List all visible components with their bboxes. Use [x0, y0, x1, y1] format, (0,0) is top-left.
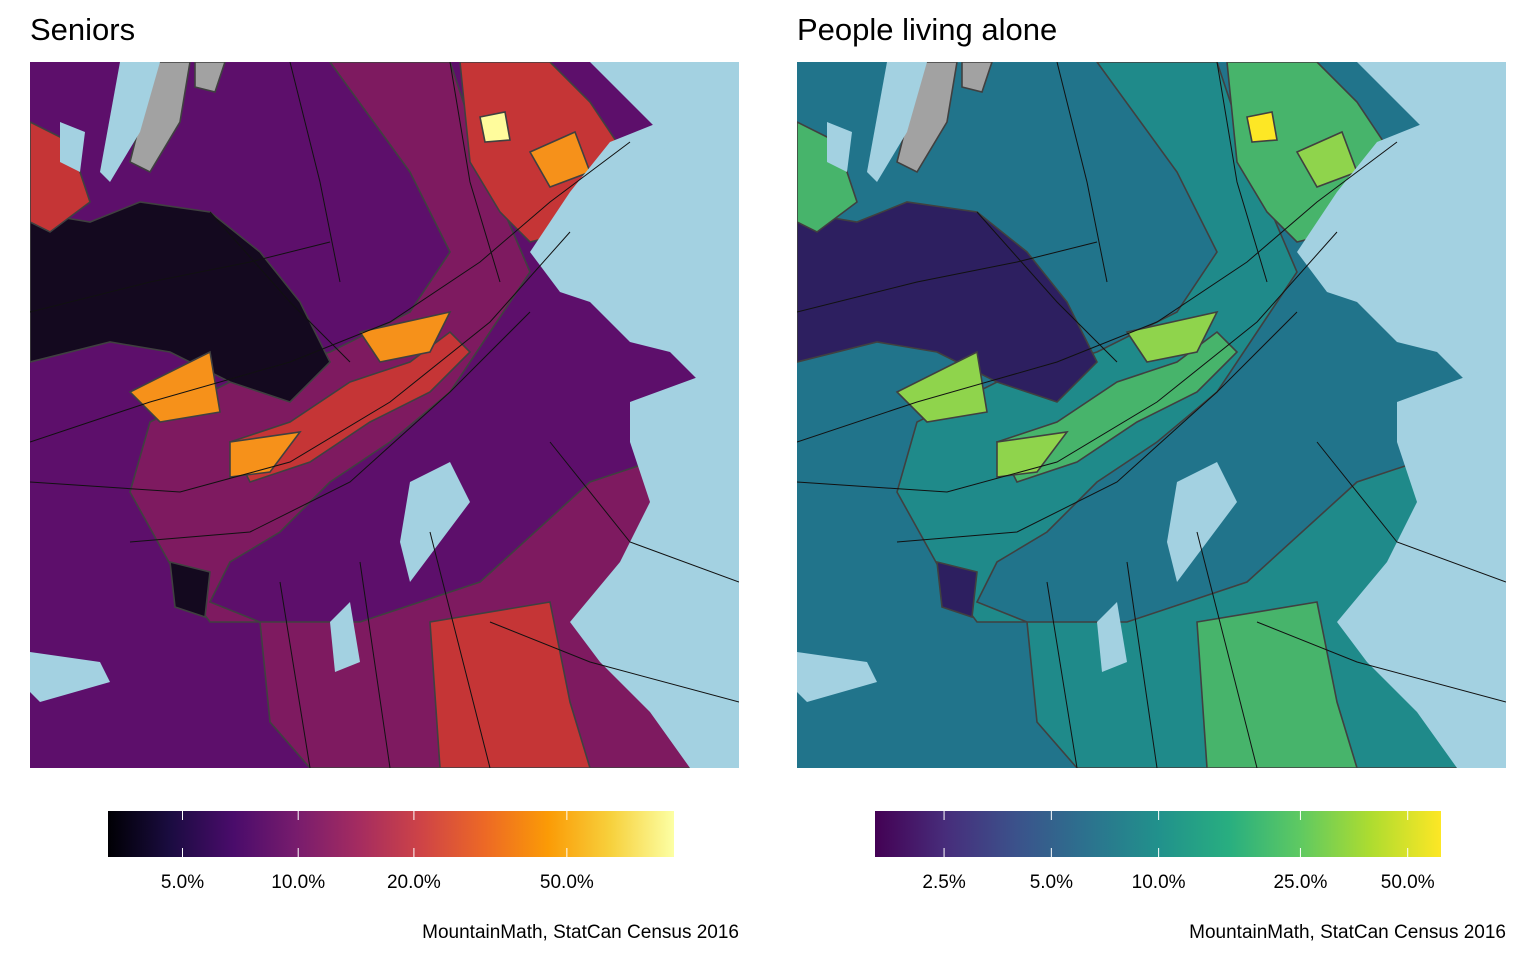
water-northwest	[100, 62, 160, 182]
region-grey-small	[961, 62, 993, 93]
water-east-coast	[570, 362, 739, 768]
legend-tick-label: 2.5%	[922, 872, 966, 893]
road-3	[1046, 581, 1078, 768]
water-lake-west	[60, 122, 85, 172]
region-dark	[30, 201, 331, 403]
living-alone-map	[797, 62, 1506, 768]
road-9	[449, 62, 501, 283]
seniors-panel: Seniors 5.0% 10.0% 20.0% 50.0% MountainMath…	[30, 0, 770, 960]
water-lake-west	[827, 122, 852, 172]
colorbar-fill	[875, 811, 1441, 857]
map-title: Seniors	[30, 12, 136, 47]
road-9	[1216, 62, 1268, 283]
road-3	[279, 581, 311, 768]
road-6	[976, 211, 1118, 363]
water-east	[1357, 62, 1506, 392]
region-dark-small	[169, 560, 211, 619]
region-grey-small	[194, 62, 226, 93]
map-title: People living alone	[797, 12, 1058, 47]
legend-tick-label: 50.0%	[539, 872, 594, 893]
road-10	[1316, 441, 1506, 583]
road-0	[30, 141, 631, 443]
region-orange-mid	[1125, 310, 1219, 363]
seniors-legend-labels: 5.0% 10.0% 20.0% 50.0%	[108, 872, 674, 896]
colorbar-gradient	[108, 811, 674, 857]
region-bright	[1246, 111, 1278, 143]
road-8	[289, 62, 341, 283]
legend-tick-label: 10.0%	[271, 872, 326, 893]
road-7	[30, 241, 331, 313]
map-caption: MountainMath, StatCan Census 2016	[1189, 922, 1506, 943]
road-10	[549, 441, 739, 583]
water-pond-b	[330, 602, 360, 672]
road-6	[209, 211, 351, 363]
region-orange-south	[229, 430, 302, 478]
road-1	[797, 231, 1338, 493]
seniors-map	[30, 62, 739, 768]
living-alone-choropleth	[797, 62, 1506, 768]
road-4	[1126, 561, 1158, 768]
road-2	[896, 311, 1298, 543]
seniors-choropleth	[30, 62, 739, 768]
road-11	[489, 621, 739, 703]
road-5	[429, 531, 491, 768]
road-1	[30, 231, 571, 493]
legend-tick-label: 50.0%	[1380, 872, 1435, 893]
colorbar-fill	[108, 811, 674, 857]
road-0	[797, 141, 1398, 443]
road-8	[1056, 62, 1108, 283]
legend-tick-label: 25.0%	[1273, 872, 1328, 893]
region-dark	[797, 201, 1098, 403]
water-pond-a	[400, 462, 470, 582]
road-4	[359, 561, 391, 768]
road-7	[797, 241, 1098, 313]
colorbar-gradient	[875, 811, 1441, 857]
legend-tick-label: 5.0%	[1029, 872, 1073, 893]
region-warm-south	[1196, 601, 1358, 768]
region-dark-small	[936, 560, 978, 619]
road-2	[129, 311, 531, 543]
legend-tick-label: 10.0%	[1131, 872, 1186, 893]
region-orange-west	[128, 350, 221, 423]
region-orange-south	[996, 430, 1069, 478]
region-bright	[479, 111, 511, 143]
water-southwest	[797, 652, 877, 702]
living-alone-legend-labels: 2.5% 5.0% 10.0% 25.0% 50.0%	[875, 872, 1441, 896]
region-orange-mid	[358, 310, 452, 363]
road-11	[1256, 621, 1506, 703]
water-southwest	[30, 652, 110, 702]
region-orange-west	[895, 350, 988, 423]
living-alone-legend-colorbar	[875, 811, 1441, 857]
water-northwest	[867, 62, 927, 182]
water-east	[590, 62, 739, 392]
legend-tick-label: 20.0%	[386, 872, 441, 893]
water-pond-a	[1167, 462, 1237, 582]
seniors-legend-colorbar	[108, 811, 674, 857]
water-pond-b	[1097, 602, 1127, 672]
legend-tick-label: 5.0%	[160, 872, 205, 893]
road-5	[1196, 531, 1258, 768]
region-warm-south	[429, 601, 591, 768]
living-alone-panel: People living alone 2.5% 5.0% 10.0% 25.0% 50…	[797, 0, 1536, 960]
water-east-coast	[1337, 362, 1506, 768]
map-caption: MountainMath, StatCan Census 2016	[422, 922, 739, 943]
